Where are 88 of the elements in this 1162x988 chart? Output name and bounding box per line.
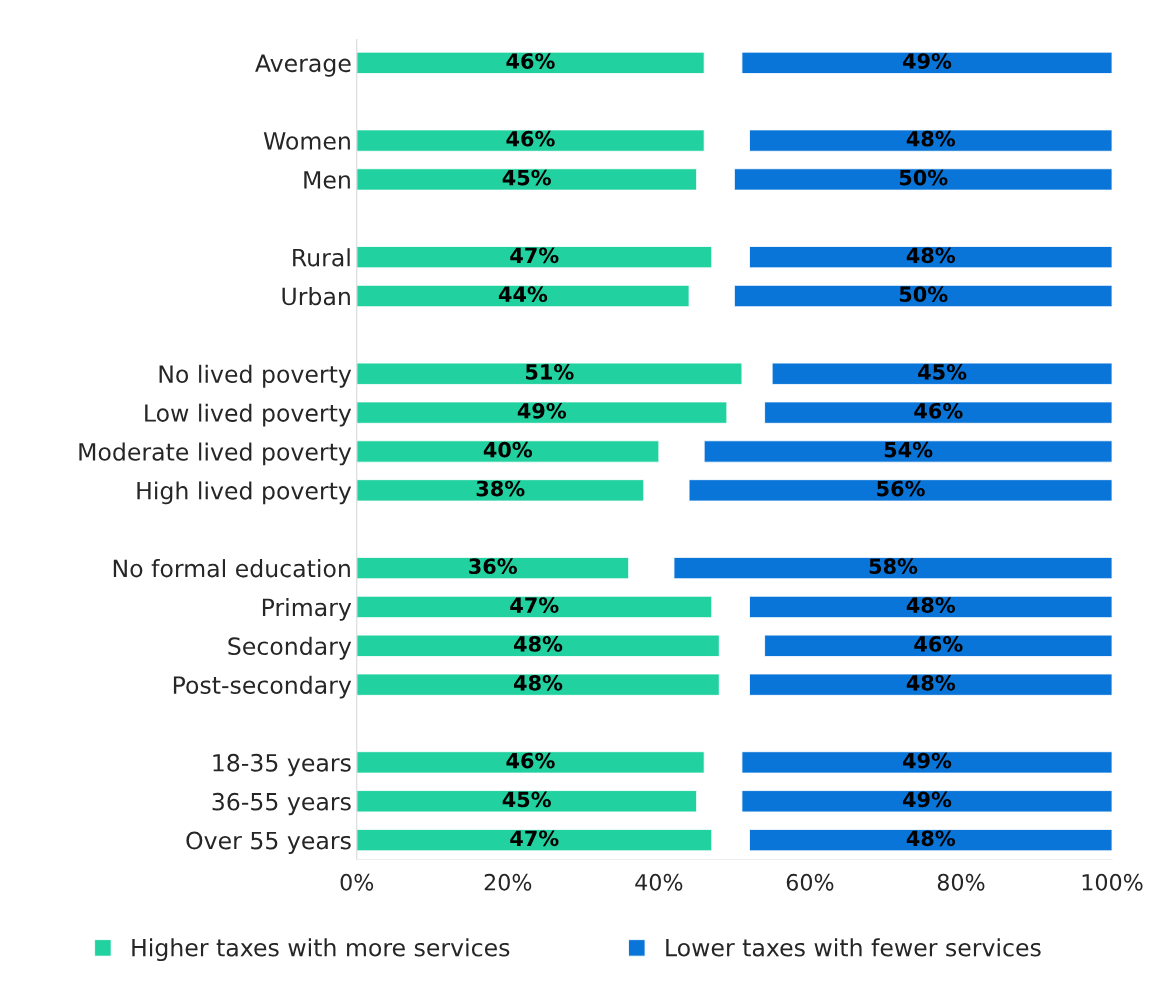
data-label: 58% <box>869 558 918 575</box>
bar <box>356 751 705 774</box>
bar <box>771 362 1113 385</box>
data-label: 48% <box>906 247 956 264</box>
data-label: 48% <box>906 830 956 847</box>
bar <box>356 556 630 580</box>
data-label: 40% <box>483 441 533 458</box>
data-label: 49% <box>902 752 952 769</box>
data-label: 56% <box>877 480 925 497</box>
x-tick-label: 100% <box>1082 873 1143 891</box>
bar <box>673 556 1113 580</box>
y-tick-label: Over 55 years <box>186 831 351 855</box>
data-label: 48% <box>514 636 563 652</box>
bar <box>356 829 713 852</box>
bar <box>733 168 1113 191</box>
bar <box>356 790 698 813</box>
y-tick-label: Low lived poverty <box>145 403 352 427</box>
data-label: 45% <box>918 364 967 380</box>
bar <box>356 479 645 502</box>
legend-label: Lower taxes with fewer services <box>666 938 1041 957</box>
bar <box>356 168 698 191</box>
data-label: 47% <box>510 597 559 613</box>
y-tick-label: Women <box>263 132 350 150</box>
y-tick-label: Moderate lived poverty <box>79 442 352 466</box>
bar <box>741 790 1113 813</box>
bar <box>733 284 1113 308</box>
x-tick-label: 80% <box>937 873 985 891</box>
data-label: 46% <box>506 53 555 69</box>
data-label: 49% <box>902 791 952 808</box>
bar <box>356 246 713 269</box>
y-tick-label: Men <box>304 171 350 189</box>
data-label: 46% <box>914 402 963 419</box>
bar <box>749 673 1113 696</box>
bar <box>741 751 1113 774</box>
bar <box>356 284 690 308</box>
x-tick-label: 60% <box>786 873 834 891</box>
y-tick-label: Average <box>255 54 351 77</box>
data-label: 47% <box>510 830 559 847</box>
bar <box>749 829 1113 852</box>
bar <box>764 634 1113 657</box>
data-label: 44% <box>498 286 548 303</box>
bar <box>356 673 720 696</box>
y-tick-label: No formal education <box>113 559 350 578</box>
bar <box>688 479 1113 502</box>
data-label: 46% <box>506 130 555 147</box>
data-label: 48% <box>906 597 956 613</box>
y-tick-label: High lived poverty <box>137 481 352 505</box>
bar <box>356 362 743 385</box>
bar <box>356 634 720 657</box>
data-label: 38% <box>476 480 525 497</box>
legend-label: Higher taxes with more services <box>132 938 510 962</box>
y-tick-label: Secondary <box>228 636 352 660</box>
data-label: 49% <box>517 402 567 419</box>
y-tick-label: 18-35 years <box>213 753 351 777</box>
data-label: 48% <box>906 130 956 147</box>
data-label: 50% <box>899 169 948 186</box>
bar <box>741 51 1113 74</box>
bar <box>356 129 705 152</box>
data-label: 36% <box>469 558 517 575</box>
x-tick-label: 40% <box>635 873 683 891</box>
bar <box>356 595 713 619</box>
y-tick-label: Urban <box>282 287 350 306</box>
bar <box>356 440 660 463</box>
data-label: 49% <box>902 53 952 69</box>
data-label: 46% <box>506 752 555 769</box>
bar <box>356 51 705 74</box>
data-label: 45% <box>502 169 551 186</box>
data-label: 46% <box>914 636 963 652</box>
y-tick-label: No lived poverty <box>159 364 352 388</box>
bar <box>356 401 728 424</box>
data-label: 51% <box>526 364 574 380</box>
data-label: 48% <box>906 674 956 691</box>
y-tick-label: 36-55 years <box>212 792 351 816</box>
data-label: 47% <box>510 247 559 264</box>
bar <box>749 246 1113 269</box>
data-label: 50% <box>899 286 948 303</box>
x-tick-label: 20% <box>484 873 532 891</box>
data-label: 45% <box>502 791 551 808</box>
data-label: 54% <box>884 441 933 458</box>
bar <box>749 595 1113 619</box>
y-tick-label: Rural <box>293 248 350 267</box>
x-tick-label: 0% <box>340 873 374 891</box>
bar <box>764 401 1113 424</box>
y-tick-label: Primary <box>262 597 352 621</box>
bar <box>703 440 1113 463</box>
bar <box>749 129 1113 152</box>
y-tick-label: Post-secondary <box>173 675 352 699</box>
data-label: 48% <box>514 674 563 691</box>
